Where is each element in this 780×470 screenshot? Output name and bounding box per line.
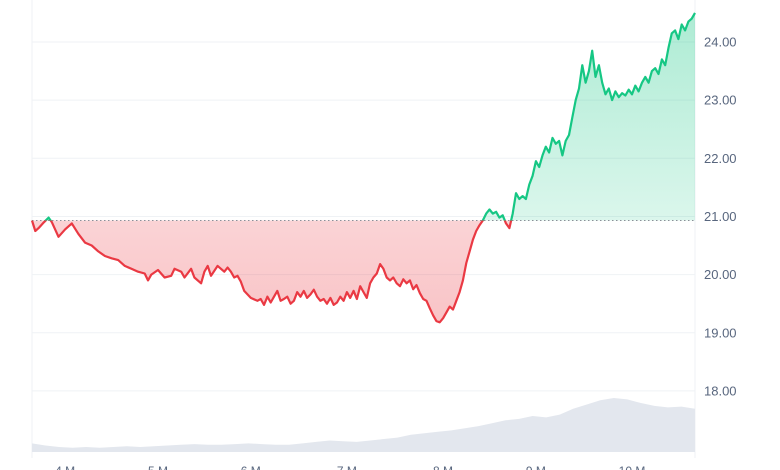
y-tick-label: 19.00 bbox=[704, 325, 737, 340]
price-area-fill bbox=[32, 12, 695, 323]
volume-area-shape bbox=[32, 398, 695, 452]
y-tick-label: 23.00 bbox=[704, 93, 737, 108]
x-tick-label: 4 M bbox=[55, 464, 75, 470]
area-below-baseline bbox=[32, 220, 512, 323]
x-tick-label: 6 M bbox=[241, 464, 261, 470]
y-tick-label: 24.00 bbox=[704, 34, 737, 49]
area-above-baseline bbox=[32, 12, 695, 221]
price-line bbox=[30, 12, 696, 324]
x-tick-label: 7 M bbox=[337, 464, 357, 470]
price-line-down bbox=[30, 220, 513, 324]
price-line-up bbox=[31, 12, 696, 221]
volume-area bbox=[32, 398, 695, 452]
y-tick-label: 18.00 bbox=[704, 383, 737, 398]
x-axis-labels: 4 M 5 M 6 M 7 M 8 M 9 M 10 M bbox=[55, 464, 645, 470]
x-tick-label: 9 M bbox=[526, 464, 546, 470]
y-tick-label: 22.00 bbox=[704, 151, 737, 166]
x-tick-label: 8 M bbox=[433, 464, 453, 470]
x-tick-label: 10 M bbox=[619, 464, 646, 470]
y-tick-label: 21.00 bbox=[704, 209, 737, 224]
grid-lines bbox=[31, 0, 696, 458]
y-axis-labels: 18.00 19.00 20.00 21.00 22.00 23.00 24.00 bbox=[704, 34, 737, 398]
y-tick-label: 20.00 bbox=[704, 267, 737, 282]
x-tick-label: 5 M bbox=[148, 464, 168, 470]
